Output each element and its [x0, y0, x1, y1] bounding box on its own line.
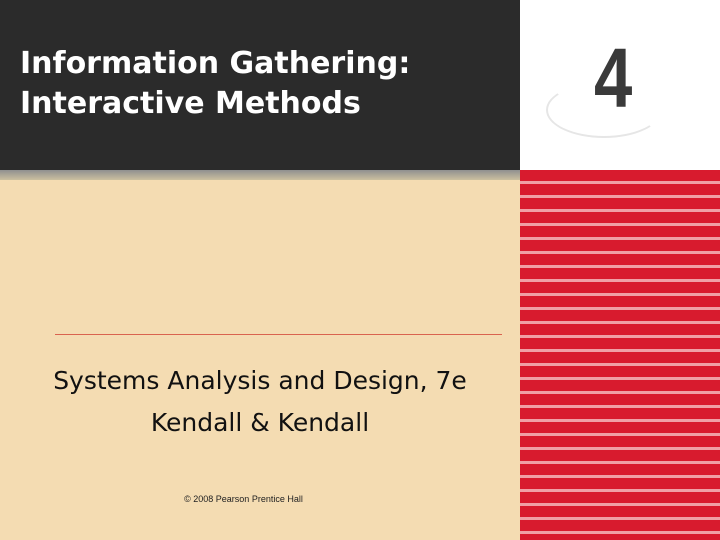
subtitle-block: Systems Analysis and Design, 7e Kendall … — [0, 360, 520, 444]
copyright-notice: © 2008 Pearson Prentice Hall — [184, 494, 303, 504]
divider-line — [55, 334, 502, 335]
title-block: Information Gathering: Interactive Metho… — [0, 0, 520, 170]
title-line-2: Interactive Methods — [20, 86, 361, 121]
decorative-arc — [546, 82, 662, 138]
slide-title: Information Gathering: Interactive Metho… — [20, 44, 515, 124]
authors: Kendall & Kendall — [150, 408, 370, 437]
red-stripe-panel — [520, 170, 720, 540]
book-title: Systems Analysis and Design, 7e — [53, 366, 467, 395]
title-shadow — [0, 170, 520, 180]
title-line-1: Information Gathering: — [20, 46, 411, 81]
chapter-number: 4 — [594, 31, 633, 125]
